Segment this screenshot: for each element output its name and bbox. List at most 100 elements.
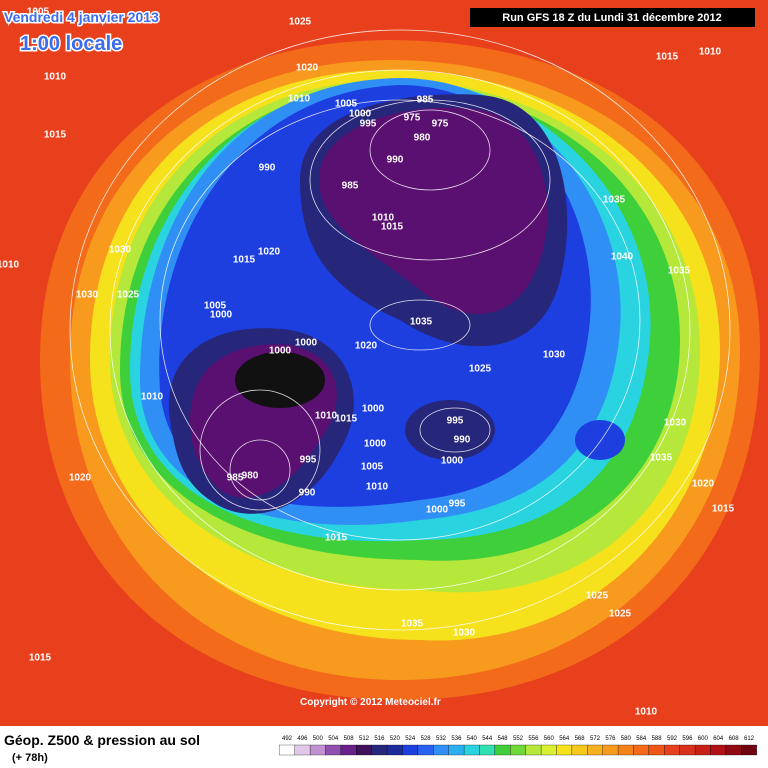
- run: Run GFS 18 Z du Lundi 31 décembre 2012: [502, 12, 721, 24]
- isobar-label: 1010: [141, 392, 164, 403]
- isobar-label: 1020: [355, 341, 378, 352]
- scale-swatch: [679, 744, 696, 756]
- scale-swatch: [340, 744, 357, 756]
- isobar-label: 990: [387, 155, 404, 166]
- isobar-label: 1030: [76, 290, 99, 301]
- isobar-label: 1010: [315, 411, 338, 422]
- scale-label: 516: [374, 736, 385, 742]
- scale-label: 496: [297, 736, 308, 742]
- scale-swatch: [602, 744, 619, 756]
- isobar-label: 990: [259, 163, 276, 174]
- scale-swatch: [356, 744, 372, 756]
- isobar-label: 1000: [349, 109, 372, 120]
- scale-label: 576: [605, 736, 616, 742]
- isobar-label: 990: [299, 488, 316, 499]
- time: 1:00 locale: [20, 33, 122, 55]
- scale-swatch: [540, 744, 557, 756]
- scale-label: 520: [390, 736, 401, 742]
- scale-label: 548: [498, 736, 509, 742]
- isobar-label: 1015: [325, 533, 348, 544]
- isobars: [69, 29, 731, 631]
- scale-label: 528: [421, 736, 432, 742]
- scale-swatch: [725, 744, 742, 756]
- isobar-label: 1010: [366, 482, 389, 493]
- scale-label: 552: [513, 736, 524, 742]
- scale-swatch: [448, 744, 465, 756]
- isobar-label: 990: [454, 435, 471, 446]
- isobar-label: 980: [414, 133, 431, 144]
- isobar-label: 1035: [410, 317, 433, 328]
- scale-label: 588: [652, 736, 663, 742]
- isobar-label: 1010: [635, 707, 658, 718]
- isobar-label: 1020: [258, 247, 281, 258]
- isobar-label: 1015: [29, 653, 52, 664]
- scale-label: 504: [328, 736, 339, 742]
- isobar-label: 985: [342, 181, 359, 192]
- run-box: [470, 8, 755, 27]
- scale-label: 532: [436, 736, 447, 742]
- scale-label: 508: [344, 736, 355, 742]
- isobar-label: 1025: [609, 609, 632, 620]
- scale-swatch: [279, 744, 295, 756]
- isobar-label: 1010: [288, 94, 311, 105]
- scale-swatch: [571, 744, 588, 756]
- scale-swatch: [386, 744, 403, 756]
- scale-label: 596: [682, 736, 693, 742]
- scale-label: 592: [667, 736, 678, 742]
- isobar-label: 1035: [401, 619, 424, 630]
- isobar-label: 1015: [44, 130, 67, 141]
- scale-label: 604: [713, 736, 724, 742]
- copyright: Copyright © 2012 Meteociel.fr: [300, 697, 441, 708]
- scale-swatch: [587, 744, 603, 756]
- scale-swatch: [494, 744, 511, 756]
- scale-swatch: [479, 744, 496, 756]
- isobar-label: 1020: [296, 63, 319, 74]
- scale-label: 536: [451, 736, 462, 742]
- footer-title: Géop. Z500 & pression au sol: [4, 732, 200, 748]
- isobar-label: 1000: [362, 404, 385, 415]
- isobar-label: 1015: [335, 414, 358, 425]
- isobar-label: 985: [417, 95, 434, 106]
- scale-swatch: [402, 744, 419, 756]
- scale-swatch: [525, 744, 542, 756]
- isobar-label: 1005: [27, 7, 50, 18]
- isobar-label: 980: [242, 471, 259, 482]
- isobar-label: 1030: [664, 418, 687, 429]
- scale-label: 572: [590, 736, 601, 742]
- scale-swatch: [417, 744, 434, 756]
- scale-swatch: [710, 744, 727, 756]
- isobar-label: 995: [360, 119, 377, 130]
- scale-swatch: [309, 744, 326, 756]
- isobar-label: 1000: [426, 505, 449, 516]
- scale-swatch: [617, 744, 634, 756]
- scale-label: 608: [729, 736, 740, 742]
- scale-label: 512: [359, 736, 370, 742]
- scale-label: 500: [313, 736, 324, 742]
- map-background: [0, 0, 768, 726]
- isobar-label: 975: [404, 113, 421, 124]
- scale-label: 544: [482, 736, 493, 742]
- footer-lead: (+ 78h): [12, 752, 48, 764]
- isobar-label: 1020: [69, 473, 92, 484]
- isobar-label: 1005: [361, 462, 384, 473]
- isobar-label: 995: [300, 455, 317, 466]
- scale-label: 560: [544, 736, 555, 742]
- scale-swatch: [648, 744, 665, 756]
- isobar-label: 1040: [611, 252, 634, 263]
- scale-label: 540: [467, 736, 478, 742]
- scale-label: 524: [405, 736, 416, 742]
- isobar-label: 1020: [692, 479, 715, 490]
- isobar-label: 1025: [586, 591, 609, 602]
- scale-swatch: [325, 744, 342, 756]
- scale-swatch: [294, 744, 311, 756]
- scale-swatch: [556, 744, 573, 756]
- scale-swatch: [633, 744, 650, 756]
- isobar-label: 995: [447, 416, 464, 427]
- scale-label: 584: [636, 736, 647, 742]
- isobar-label: 1015: [381, 222, 404, 233]
- isobar-label: 1005: [204, 301, 227, 312]
- isobar-label: 1010: [44, 72, 67, 83]
- scale-swatch: [694, 744, 711, 756]
